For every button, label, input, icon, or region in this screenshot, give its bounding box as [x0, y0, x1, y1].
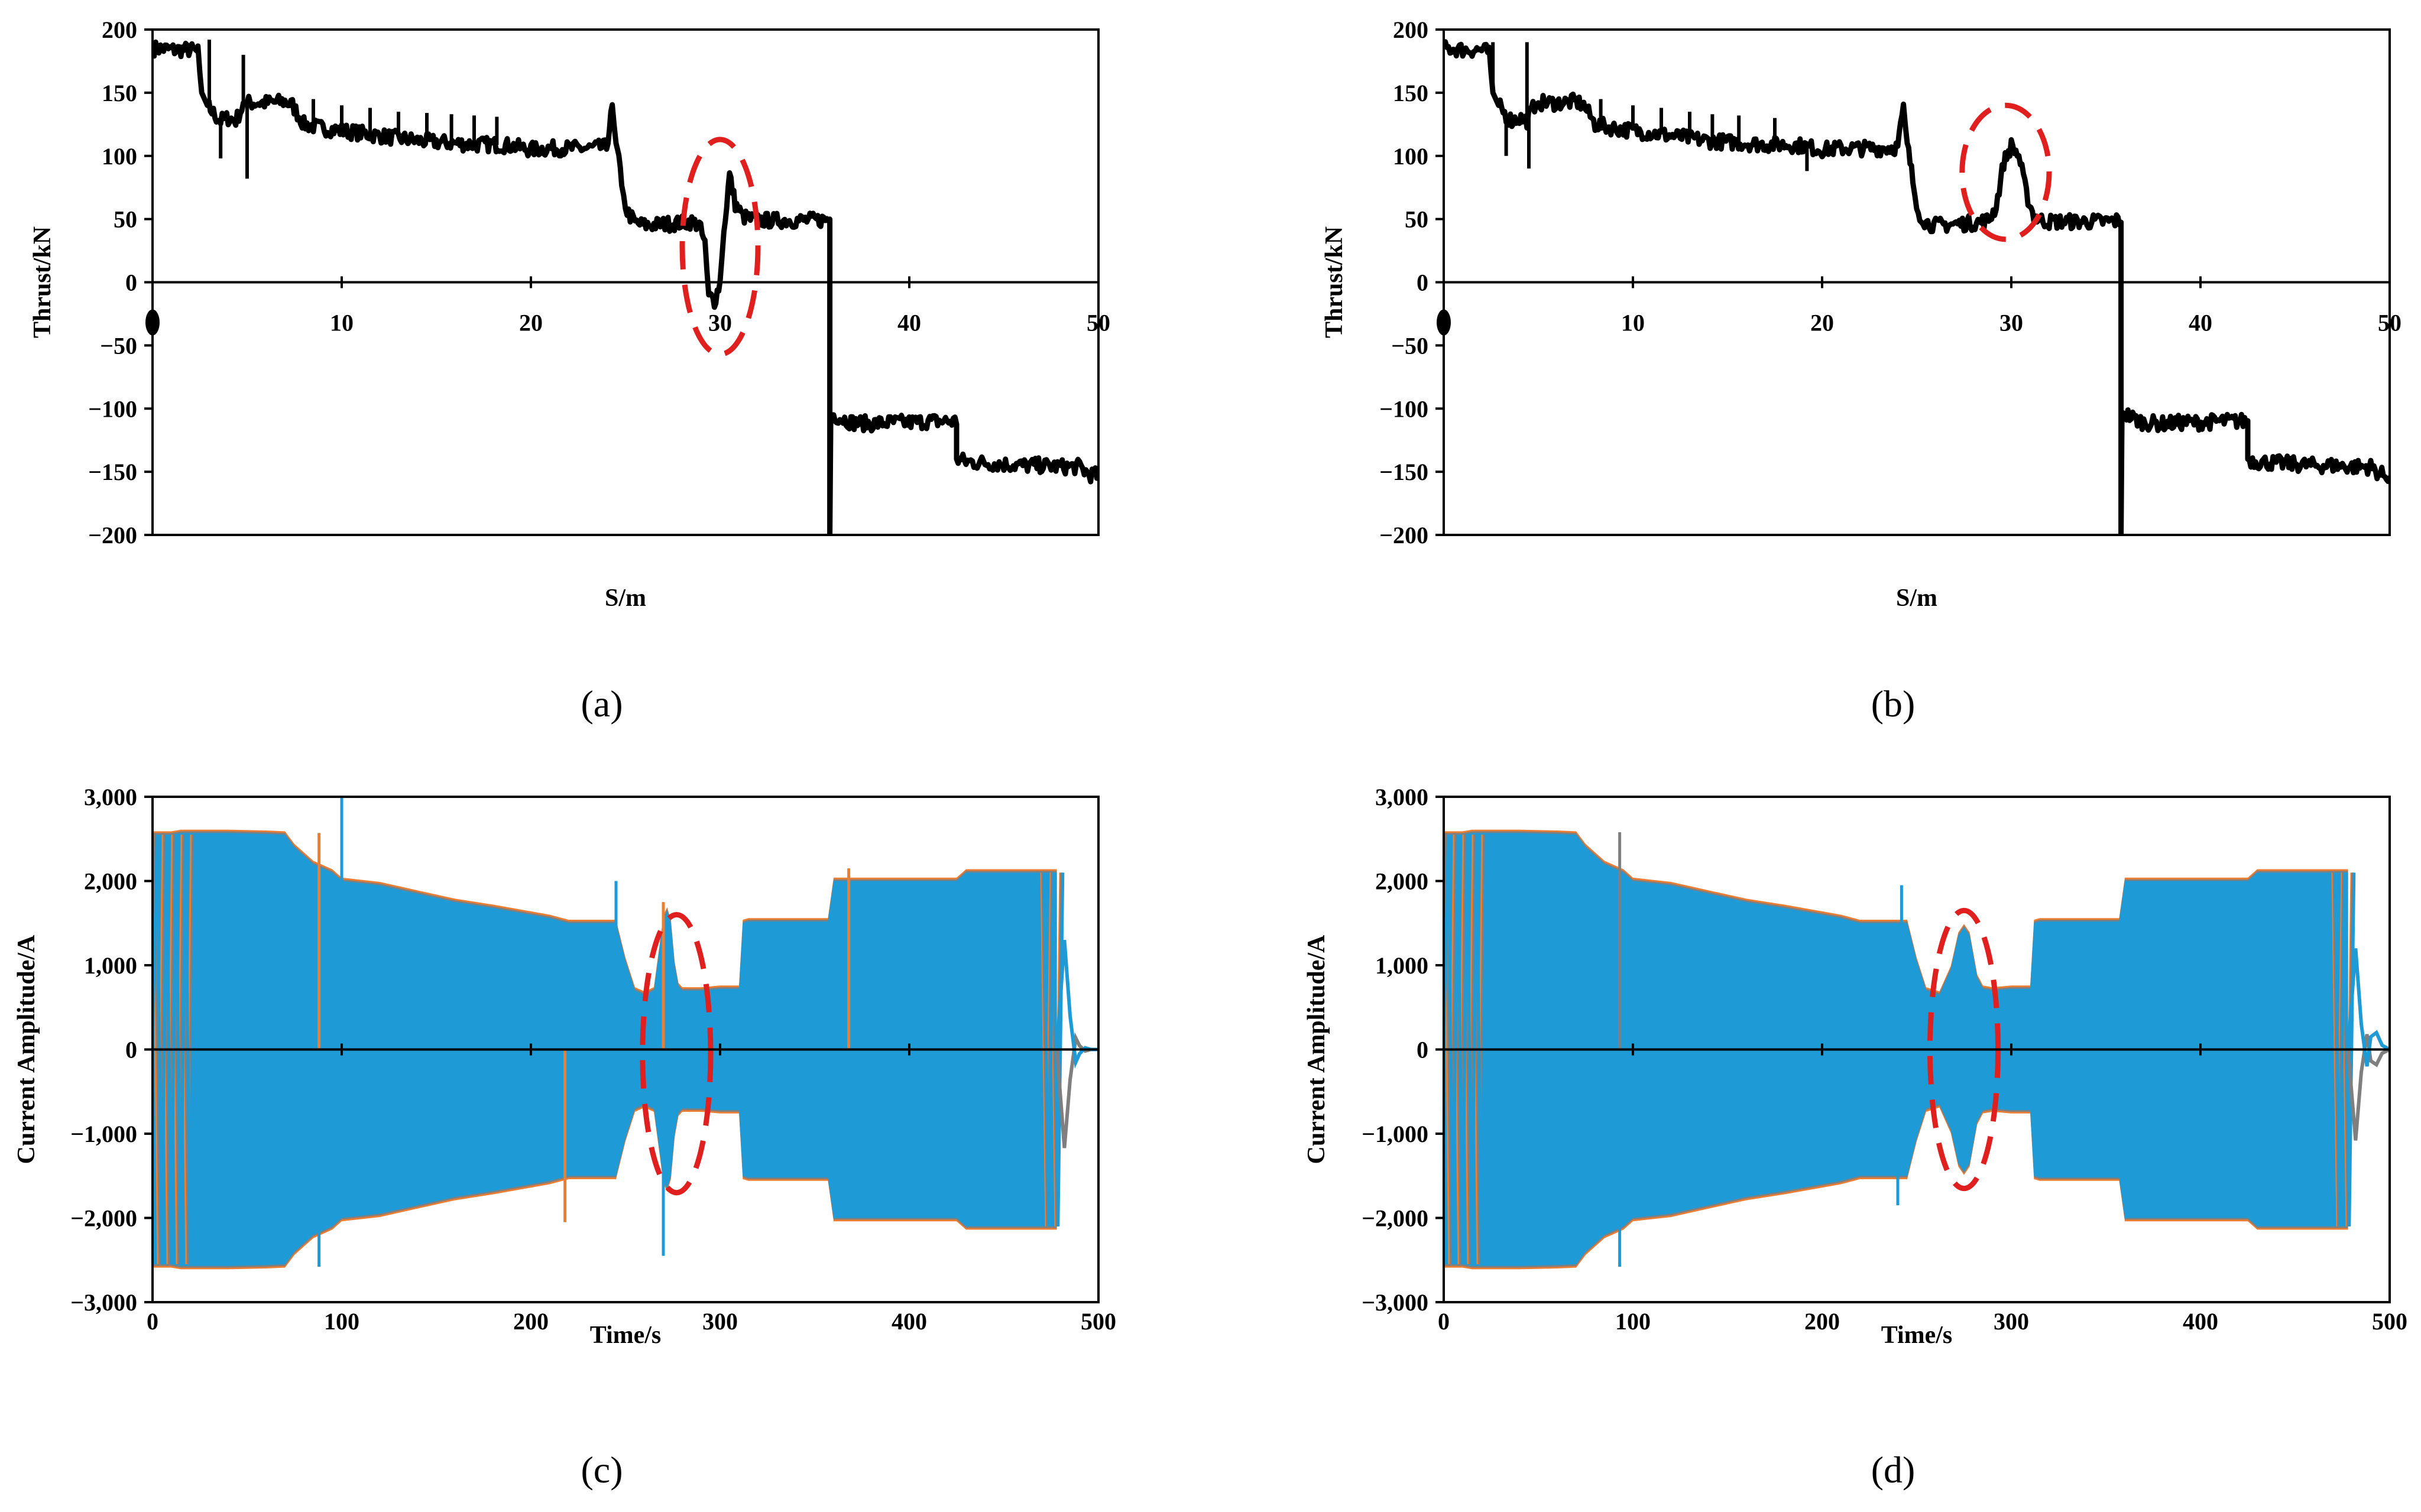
d-y-tick-label-3: 0 [1417, 1037, 1428, 1063]
b-y-tick-label-0: −200 [1379, 522, 1428, 549]
a-origin-marker [145, 309, 160, 336]
panel-a-plot [153, 39, 1098, 535]
b-y-tick-label-8: 200 [1393, 17, 1428, 43]
panel-c-axes: 0 100 200 300 400 500 −3,000 −2,000 −1,000 0 1,000… [70, 784, 1116, 1335]
d-x-tick-label-1: 100 [1615, 1308, 1651, 1335]
b-y-tick-label-2: −100 [1379, 395, 1428, 422]
d-x-tick-label-2: 200 [1804, 1308, 1840, 1335]
a-x-tick-label-2: 20 [519, 310, 543, 336]
b-origin-marker [1437, 309, 1451, 336]
a-y-tick-label-5: 50 [114, 206, 137, 233]
a-y-tick-label-8: 200 [102, 17, 137, 43]
panel-a-caption: (a) [581, 683, 623, 725]
panel-b-x-axis-label: S/m [1896, 585, 1937, 612]
a-y-tick-label-6: 100 [102, 143, 137, 170]
b-highlight-ellipse [1959, 102, 2052, 242]
b-y-tick-label-5: 50 [1405, 206, 1428, 233]
b-x-tick-label-2: 20 [1810, 310, 1834, 336]
a-x-tick-label-5: 50 [1087, 310, 1110, 336]
b-x-tick-label-4: 40 [2189, 310, 2212, 336]
a-thrust-line [153, 39, 1098, 535]
d-y-tick-label-1: −2,000 [1362, 1205, 1428, 1232]
b-y-tick-label-1: −150 [1379, 459, 1428, 485]
b-x-tick-label-3: 30 [1999, 310, 2023, 336]
b-y-tick-label-7: 150 [1393, 80, 1428, 106]
b-thrust-line [1444, 39, 2390, 535]
panel-a: S/m Thrust/kN (a) 0 10 20 30 40 50 −200 −150 −10… [29, 17, 1110, 725]
c-y-tick-label-4: 1,000 [84, 952, 137, 979]
panel-c-caption: (c) [581, 1449, 623, 1491]
panel-c: Time/s Current Amplitude/A (c) 0 100 200 30… [13, 784, 1116, 1491]
c-x-tick-label-3: 300 [702, 1308, 738, 1335]
a-highlight-ellipse [679, 137, 761, 357]
c-y-tick-label-5: 2,000 [84, 868, 137, 895]
panel-b-plot [1444, 39, 2390, 535]
c-x-tick-label-1: 100 [324, 1308, 359, 1335]
d-x-tick-label-3: 300 [1994, 1308, 2029, 1335]
panel-a-x-axis-label: S/m [605, 585, 646, 612]
a-y-tick-label-7: 150 [102, 80, 137, 106]
a-y-tick-label-2: −100 [88, 395, 137, 422]
panel-b-caption: (b) [1871, 683, 1916, 725]
c-x-tick-label-5: 500 [1081, 1308, 1116, 1335]
b-y-tick-label-4: 0 [1417, 270, 1428, 296]
panel-d-x-axis-label: Time/s [1881, 1322, 1953, 1349]
a-y-tick-label-1: −150 [88, 459, 137, 485]
c-y-tick-label-6: 3,000 [84, 784, 137, 810]
b-y-tick-label-6: 100 [1393, 143, 1428, 170]
d-tail-1 [2346, 948, 2390, 1067]
a-y-tick-label-0: −200 [88, 522, 137, 549]
panel-d-axes: 0 100 200 300 400 500 −3,000 −2,000 −1,000 0 1,000… [1362, 784, 2407, 1335]
a-y-tick-label-3: −50 [100, 332, 137, 359]
b-y-tick-label-3: −50 [1391, 332, 1428, 359]
c-y-tick-label-1: −2,000 [70, 1205, 137, 1232]
c-y-tick-label-3: 0 [125, 1037, 137, 1063]
d-y-tick-label-0: −3,000 [1362, 1289, 1428, 1316]
c-highlight-ellipse [640, 912, 714, 1196]
panel-d: Time/s Current Amplitude/A (d) 0 100 200 30… [1303, 784, 2407, 1491]
panel-b-y-axis-label: Thrust/kN [1321, 226, 1348, 338]
panel-d-caption: (d) [1871, 1449, 1916, 1491]
c-x-tick-label-4: 400 [892, 1308, 927, 1335]
d-y-tick-label-4: 1,000 [1375, 952, 1428, 979]
d-y-tick-label-6: 3,000 [1375, 784, 1428, 810]
panel-b: S/m Thrust/kN (b) 0 10 20 30 40 50 −200 −150 −10… [1321, 17, 2401, 725]
c-x-tick-label-0: 0 [147, 1308, 158, 1335]
a-y-tick-label-4: 0 [125, 270, 137, 296]
a-x-tick-label-3: 30 [708, 310, 732, 336]
panel-d-y-axis-label: Current Amplitude/A [1303, 935, 1330, 1164]
d-x-tick-label-4: 400 [2183, 1308, 2218, 1335]
d-y-tick-label-2: −1,000 [1362, 1121, 1428, 1147]
c-x-tick-label-2: 200 [513, 1308, 549, 1335]
panel-c-y-axis-label: Current Amplitude/A [13, 935, 40, 1164]
d-x-tick-label-0: 0 [1438, 1308, 1450, 1335]
b-x-tick-label-1: 10 [1621, 310, 1645, 336]
d-x-tick-label-5: 500 [2372, 1308, 2407, 1335]
panel-a-y-axis-label: Thrust/kN [29, 226, 56, 338]
c-y-tick-label-0: −3,000 [70, 1289, 137, 1316]
b-x-tick-label-5: 50 [2378, 310, 2401, 336]
a-x-tick-label-1: 10 [330, 310, 354, 336]
a-x-tick-label-4: 40 [897, 310, 921, 336]
d-end-phase-c [2334, 872, 2356, 1227]
panel-c-x-axis-label: Time/s [590, 1322, 662, 1349]
d-y-tick-label-5: 2,000 [1375, 868, 1428, 895]
c-y-tick-label-2: −1,000 [70, 1121, 137, 1147]
